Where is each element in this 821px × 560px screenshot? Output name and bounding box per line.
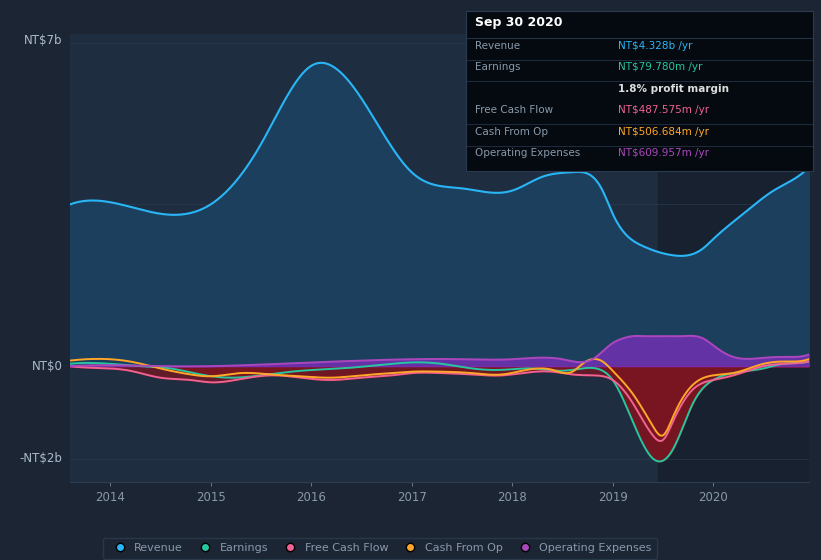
Text: Cash From Op: Cash From Op xyxy=(475,127,548,137)
Bar xyxy=(658,34,809,482)
Text: -NT$2b: -NT$2b xyxy=(20,452,62,465)
Text: NT$506.684m /yr: NT$506.684m /yr xyxy=(618,127,709,137)
Text: NT$79.780m /yr: NT$79.780m /yr xyxy=(618,62,703,72)
Text: NT$0: NT$0 xyxy=(31,360,62,372)
Text: 1.8% profit margin: 1.8% profit margin xyxy=(618,84,729,94)
Text: NT$487.575m /yr: NT$487.575m /yr xyxy=(618,105,709,115)
Text: NT$7b: NT$7b xyxy=(24,34,62,46)
Text: Revenue: Revenue xyxy=(475,41,520,51)
Text: NT$609.957m /yr: NT$609.957m /yr xyxy=(618,148,709,158)
Text: Operating Expenses: Operating Expenses xyxy=(475,148,580,158)
Text: Earnings: Earnings xyxy=(475,62,520,72)
Text: NT$4.328b /yr: NT$4.328b /yr xyxy=(618,41,693,51)
Text: Sep 30 2020: Sep 30 2020 xyxy=(475,16,562,29)
Text: Free Cash Flow: Free Cash Flow xyxy=(475,105,553,115)
Legend: Revenue, Earnings, Free Cash Flow, Cash From Op, Operating Expenses: Revenue, Earnings, Free Cash Flow, Cash … xyxy=(103,538,658,559)
